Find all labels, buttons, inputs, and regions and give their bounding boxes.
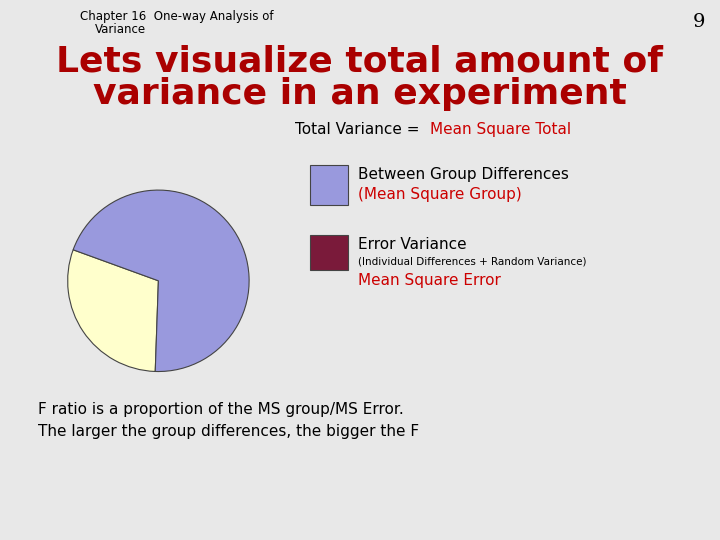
Wedge shape bbox=[68, 250, 158, 372]
Text: Variance: Variance bbox=[95, 23, 146, 36]
Text: Chapter 16  One-way Analysis of: Chapter 16 One-way Analysis of bbox=[80, 10, 274, 23]
Text: Error Variance: Error Variance bbox=[358, 237, 467, 252]
Text: variance in an experiment: variance in an experiment bbox=[93, 77, 627, 111]
Text: Mean Square Total: Mean Square Total bbox=[430, 122, 571, 137]
Text: The larger the group differences, the bigger the F: The larger the group differences, the bi… bbox=[38, 424, 419, 439]
Text: F ratio is a proportion of the MS group/MS Error.: F ratio is a proportion of the MS group/… bbox=[38, 402, 404, 417]
Text: Mean Square Error: Mean Square Error bbox=[358, 273, 501, 288]
Bar bbox=[310, 235, 348, 270]
Wedge shape bbox=[73, 190, 249, 372]
Text: Total Variance =: Total Variance = bbox=[295, 122, 424, 137]
Bar bbox=[310, 165, 348, 205]
Text: (Individual Differences + Random Variance): (Individual Differences + Random Varianc… bbox=[358, 257, 587, 267]
Text: Between Group Differences: Between Group Differences bbox=[358, 167, 569, 182]
Text: Lets visualize total amount of: Lets visualize total amount of bbox=[56, 45, 664, 79]
Text: 9: 9 bbox=[693, 13, 705, 31]
Text: (Mean Square Group): (Mean Square Group) bbox=[358, 187, 522, 202]
